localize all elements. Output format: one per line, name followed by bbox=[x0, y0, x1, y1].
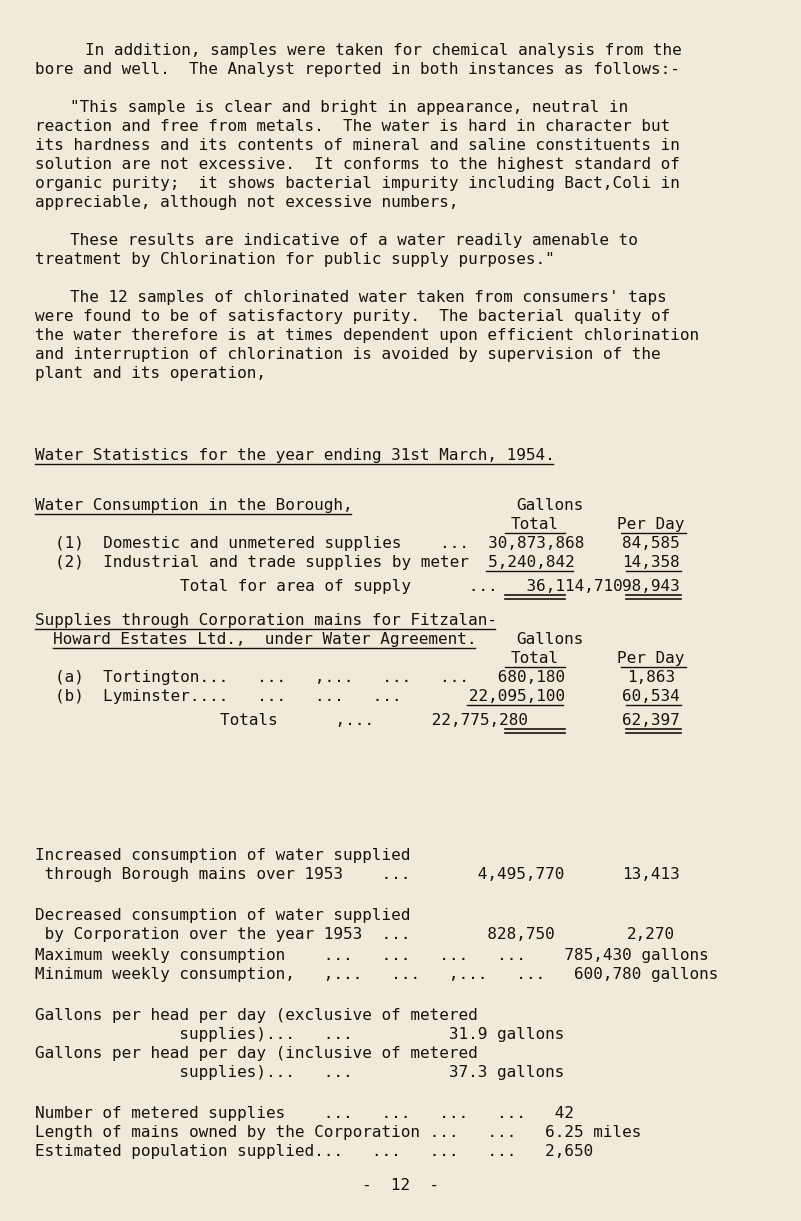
Text: Totals      ,...      22,775,280: Totals ,... 22,775,280 bbox=[220, 713, 528, 728]
Text: (a)  Tortington...   ...   ,...   ...   ...   680,180: (a) Tortington... ... ,... ... ... 680,1… bbox=[55, 670, 566, 685]
Text: Water Consumption in the Borough,: Water Consumption in the Borough, bbox=[35, 498, 352, 513]
Text: reaction and free from metals.  The water is hard in character but: reaction and free from metals. The water… bbox=[35, 118, 670, 134]
Text: Total for area of supply      ...   36,114,710: Total for area of supply ... 36,114,710 bbox=[180, 579, 622, 593]
Text: Decreased consumption of water supplied: Decreased consumption of water supplied bbox=[35, 908, 410, 923]
Text: by Corporation over the year 1953  ...        828,750: by Corporation over the year 1953 ... 82… bbox=[35, 927, 555, 941]
Text: supplies)...   ...          31.9 gallons: supplies)... ... 31.9 gallons bbox=[35, 1027, 565, 1042]
Text: Howard Estates Ltd.,  under Water Agreement.: Howard Estates Ltd., under Water Agreeme… bbox=[53, 632, 477, 647]
Text: 84,585: 84,585 bbox=[622, 536, 680, 551]
Text: appreciable, although not excessive numbers,: appreciable, although not excessive numb… bbox=[35, 195, 458, 210]
Text: 62,397: 62,397 bbox=[622, 713, 680, 728]
Text: Per Day: Per Day bbox=[618, 516, 685, 532]
Text: 98,943: 98,943 bbox=[622, 579, 680, 593]
Text: 1,863: 1,863 bbox=[627, 670, 675, 685]
Text: Per Day: Per Day bbox=[618, 651, 685, 665]
Text: "This sample is clear and bright in appearance, neutral in: "This sample is clear and bright in appe… bbox=[70, 100, 628, 115]
Text: -  12  -: - 12 - bbox=[362, 1178, 439, 1193]
Text: treatment by Chlorination for public supply purposes.": treatment by Chlorination for public sup… bbox=[35, 252, 555, 267]
Text: its hardness and its contents of mineral and saline constituents in: its hardness and its contents of mineral… bbox=[35, 138, 680, 153]
Text: Total: Total bbox=[511, 516, 559, 532]
Text: 60,534: 60,534 bbox=[622, 689, 680, 705]
Text: (1)  Domestic and unmetered supplies    ...  30,873,868: (1) Domestic and unmetered supplies ... … bbox=[55, 536, 585, 551]
Text: Gallons per head per day (inclusive of metered: Gallons per head per day (inclusive of m… bbox=[35, 1046, 477, 1061]
Text: Water Statistics for the year ending 31st March, 1954.: Water Statistics for the year ending 31s… bbox=[35, 448, 555, 463]
Text: Minimum weekly consumption,   ,...   ...   ,...   ...   600,780 gallons: Minimum weekly consumption, ,... ... ,..… bbox=[35, 967, 718, 982]
Text: bore and well.  The Analyst reported in both instances as follows:-: bore and well. The Analyst reported in b… bbox=[35, 62, 680, 77]
Text: (2)  Industrial and trade supplies by meter  5,240,842: (2) Industrial and trade supplies by met… bbox=[55, 556, 575, 570]
Text: 13,413: 13,413 bbox=[622, 867, 680, 882]
Text: and interruption of chlorination is avoided by supervision of the: and interruption of chlorination is avoi… bbox=[35, 347, 661, 361]
Text: Maximum weekly consumption    ...   ...   ...   ...    785,430 gallons: Maximum weekly consumption ... ... ... .… bbox=[35, 947, 709, 963]
Text: Length of mains owned by the Corporation ...   ...   6.25 miles: Length of mains owned by the Corporation… bbox=[35, 1125, 642, 1140]
Text: (b)  Lyminster....   ...   ...   ...       22,095,100: (b) Lyminster.... ... ... ... 22,095,100 bbox=[55, 689, 566, 705]
Text: were found to be of satisfactory purity.  The bacterial quality of: were found to be of satisfactory purity.… bbox=[35, 309, 670, 324]
Text: Supplies through Corporation mains for Fitzalan-: Supplies through Corporation mains for F… bbox=[35, 613, 497, 628]
Text: In addition, samples were taken for chemical analysis from the: In addition, samples were taken for chem… bbox=[85, 43, 682, 59]
Text: These results are indicative of a water readily amenable to: These results are indicative of a water … bbox=[70, 233, 638, 248]
Text: Number of metered supplies    ...   ...   ...   ...   42: Number of metered supplies ... ... ... .… bbox=[35, 1106, 574, 1121]
Text: The 12 samples of chlorinated water taken from consumers' taps: The 12 samples of chlorinated water take… bbox=[70, 291, 666, 305]
Text: through Borough mains over 1953    ...       4,495,770: through Borough mains over 1953 ... 4,49… bbox=[35, 867, 565, 882]
Text: Gallons: Gallons bbox=[517, 498, 584, 513]
Text: supplies)...   ...          37.3 gallons: supplies)... ... 37.3 gallons bbox=[35, 1065, 565, 1081]
Text: 14,358: 14,358 bbox=[622, 556, 680, 570]
Text: Gallons: Gallons bbox=[517, 632, 584, 647]
Text: the water therefore is at times dependent upon efficient chlorination: the water therefore is at times dependen… bbox=[35, 328, 699, 343]
Text: Gallons per head per day (exclusive of metered: Gallons per head per day (exclusive of m… bbox=[35, 1009, 477, 1023]
Text: plant and its operation,: plant and its operation, bbox=[35, 366, 266, 381]
Text: Estimated population supplied...   ...   ...   ...   2,650: Estimated population supplied... ... ...… bbox=[35, 1144, 594, 1159]
Text: Increased consumption of water supplied: Increased consumption of water supplied bbox=[35, 849, 410, 863]
Text: Total: Total bbox=[511, 651, 559, 665]
Text: 2,270: 2,270 bbox=[627, 927, 675, 941]
Text: organic purity;  it shows bacterial impurity including Bact,Coli in: organic purity; it shows bacterial impur… bbox=[35, 176, 680, 190]
Text: solution are not excessive.  It conforms to the highest standard of: solution are not excessive. It conforms … bbox=[35, 158, 680, 172]
